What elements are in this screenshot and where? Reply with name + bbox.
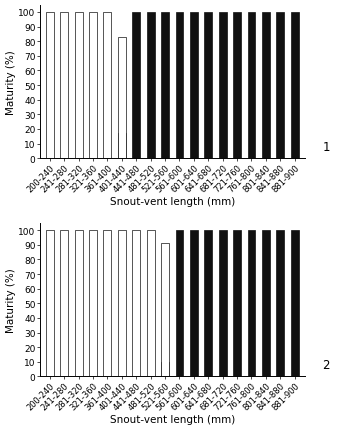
Bar — [132, 230, 140, 377]
Bar — [60, 13, 68, 159]
Bar — [175, 13, 184, 159]
X-axis label: Snout-vent length (mm): Snout-vent length (mm) — [110, 415, 235, 424]
Bar — [147, 230, 155, 377]
Bar — [147, 13, 155, 159]
Bar — [103, 230, 112, 377]
Bar — [175, 230, 184, 377]
Bar — [161, 13, 169, 159]
Bar — [161, 244, 169, 377]
Bar — [46, 230, 54, 377]
Bar — [190, 13, 198, 159]
Bar — [219, 230, 227, 377]
Bar — [204, 13, 212, 159]
Bar — [89, 230, 97, 377]
Bar — [118, 134, 126, 159]
Bar — [247, 230, 256, 377]
X-axis label: Snout-vent length (mm): Snout-vent length (mm) — [110, 197, 235, 207]
Bar — [204, 230, 212, 377]
Bar — [103, 13, 112, 159]
Bar — [276, 230, 284, 377]
Bar — [161, 362, 169, 377]
Bar — [190, 230, 198, 377]
Bar — [89, 13, 97, 159]
Y-axis label: Maturity (%): Maturity (%) — [6, 50, 16, 114]
Bar — [262, 230, 270, 377]
Bar — [291, 13, 299, 159]
Bar — [75, 13, 83, 159]
Bar — [233, 230, 241, 377]
Bar — [118, 230, 126, 377]
Bar — [60, 230, 68, 377]
Bar — [118, 38, 126, 159]
Bar — [75, 230, 83, 377]
Bar — [219, 13, 227, 159]
Bar — [132, 13, 140, 159]
Bar — [247, 13, 256, 159]
Bar — [276, 13, 284, 159]
Text: 1: 1 — [322, 140, 330, 153]
Text: 2: 2 — [322, 358, 330, 371]
Bar — [46, 13, 54, 159]
Y-axis label: Maturity (%): Maturity (%) — [6, 267, 16, 332]
Bar — [291, 230, 299, 377]
Bar — [233, 13, 241, 159]
Bar — [262, 13, 270, 159]
